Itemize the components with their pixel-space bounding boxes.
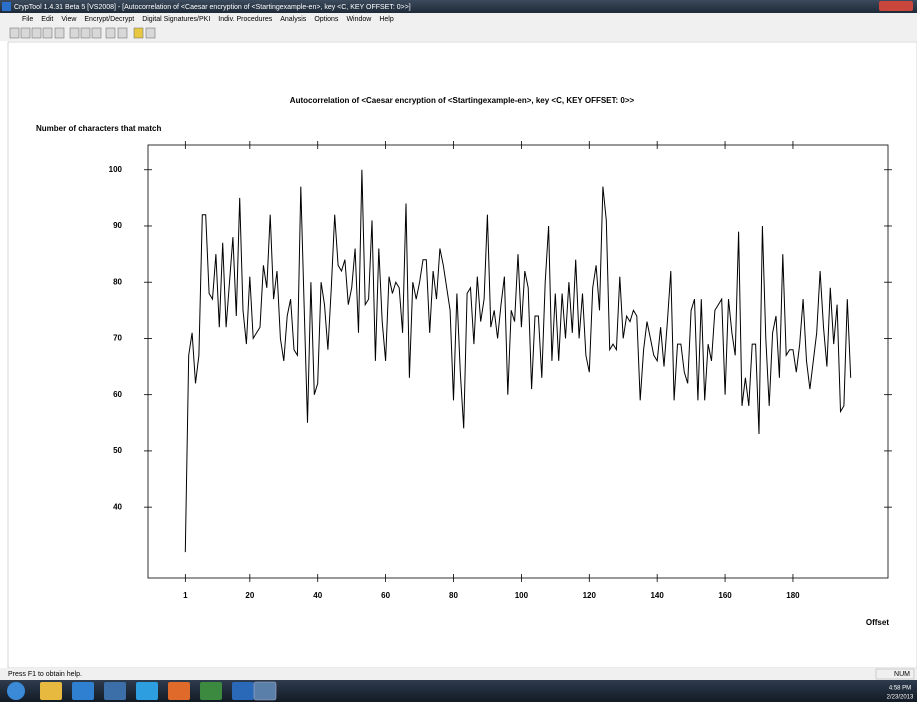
y-tick-label: 70 xyxy=(113,334,122,343)
x-tick-label: 40 xyxy=(313,591,322,600)
clock-time: 4:58 PM xyxy=(889,686,911,692)
window-controls[interactable] xyxy=(879,1,913,11)
menu-item[interactable]: Edit xyxy=(41,16,53,23)
x-tick-label: 60 xyxy=(381,591,390,600)
menu-item[interactable]: Digital Signatures/PKI xyxy=(142,16,210,23)
menu-bar xyxy=(0,13,917,25)
x-tick-label: 1 xyxy=(183,591,188,600)
x-tick-label: 80 xyxy=(449,591,458,600)
x-tick-label: 100 xyxy=(515,591,529,600)
y-tick-label: 100 xyxy=(109,165,123,174)
menu-item[interactable]: Encrypt/Decrypt xyxy=(84,16,134,23)
y-tick-label: 80 xyxy=(113,277,122,286)
x-tick-label: 180 xyxy=(786,591,800,600)
x-axis-label: Offset xyxy=(866,618,889,627)
x-tick-label: 20 xyxy=(245,591,254,600)
clock-date: 2/23/2013 xyxy=(887,695,914,701)
y-tick-label: 60 xyxy=(113,390,122,399)
menu-item[interactable]: View xyxy=(61,16,77,23)
menu-item[interactable]: Analysis xyxy=(280,16,307,23)
menu-item[interactable]: File xyxy=(22,16,33,23)
menu-item[interactable]: Indiv. Procedures xyxy=(218,16,272,23)
menu-item[interactable]: Help xyxy=(379,16,394,23)
y-tick-label: 50 xyxy=(113,446,122,455)
screen: CrypTool 1.4.31 Beta 5 [VS2008] - [Autoc… xyxy=(0,0,917,702)
x-tick-label: 160 xyxy=(718,591,732,600)
x-tick-label: 120 xyxy=(583,591,597,600)
taskbar-apps[interactable] xyxy=(40,682,276,700)
status-bar xyxy=(0,668,917,680)
chart-window xyxy=(8,42,917,668)
menu-item[interactable]: Options xyxy=(314,16,339,23)
y-tick-label: 90 xyxy=(113,221,122,230)
y-axis-label: Number of characters that match xyxy=(36,124,161,133)
y-tick-label: 40 xyxy=(113,502,122,511)
app-icon xyxy=(2,2,11,11)
menu-item[interactable]: Window xyxy=(346,16,372,23)
window-title: CrypTool 1.4.31 Beta 5 [VS2008] - [Autoc… xyxy=(14,4,411,11)
x-tick-label: 140 xyxy=(650,591,664,600)
status-indicator: NUM xyxy=(894,671,910,678)
start-button[interactable] xyxy=(7,682,25,700)
chart-title: Autocorrelation of <Caesar encryption of… xyxy=(290,96,635,105)
status-text: Press F1 to obtain help. xyxy=(8,671,82,678)
